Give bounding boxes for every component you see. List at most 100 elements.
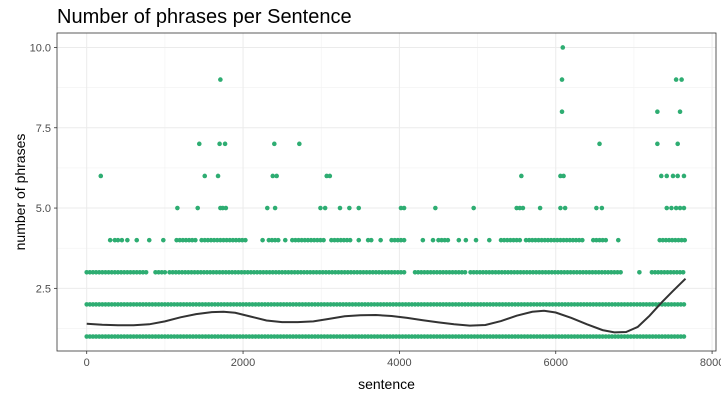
data-point (520, 205, 526, 211)
y-tick-label: 7.5 (36, 123, 51, 135)
data-point (681, 302, 687, 307)
data-point (143, 270, 149, 275)
data-point (675, 141, 680, 147)
data-point (637, 270, 642, 275)
data-point (327, 173, 333, 179)
data-point (517, 237, 523, 243)
data-point (196, 141, 202, 147)
data-point (655, 109, 660, 114)
data-point (681, 173, 687, 179)
y-axis-title: number of phrases (12, 134, 28, 251)
data-point (597, 141, 602, 147)
data-point (560, 45, 566, 50)
data-point (603, 237, 609, 243)
data-point (462, 270, 468, 275)
data-point (473, 237, 479, 243)
data-point (272, 205, 278, 211)
data-point (594, 205, 599, 211)
data-point (677, 109, 683, 114)
data-point (115, 237, 121, 243)
data-point (673, 77, 679, 82)
y-tick-label: 5.0 (36, 203, 51, 215)
data-point (680, 270, 686, 275)
data-point (282, 237, 288, 243)
data-point (655, 141, 660, 147)
data-point (559, 109, 565, 114)
data-point (519, 173, 524, 179)
x-tick-label: 2000 (231, 357, 255, 369)
data-point (658, 173, 664, 179)
data-point (618, 270, 623, 275)
data-point (599, 205, 605, 211)
y-tick-label: 10.0 (30, 42, 51, 54)
data-point (162, 270, 168, 275)
data-point (215, 173, 221, 179)
data-point (222, 141, 228, 147)
y-axis-ticks: 2.5 5.0 7.5 10.0 (30, 42, 57, 295)
data-point (456, 237, 462, 243)
data-point (356, 205, 362, 211)
data-points (84, 45, 688, 339)
x-tick-label: 8000 (700, 357, 721, 369)
data-point (559, 77, 565, 82)
data-point (175, 205, 180, 211)
x-tick-label: 6000 (544, 357, 568, 369)
data-point (318, 205, 323, 211)
grid-major-lines (57, 33, 716, 351)
data-point (337, 205, 343, 211)
data-point (433, 205, 438, 211)
x-axis-ticks: 0 2000 4000 6000 8000 (84, 351, 721, 369)
data-point (682, 237, 688, 243)
data-point (275, 237, 281, 243)
data-point (202, 173, 208, 179)
data-point (681, 205, 687, 211)
data-point (562, 205, 568, 211)
data-point (119, 237, 125, 243)
data-point (217, 141, 222, 147)
data-point (356, 237, 362, 243)
data-point (471, 205, 476, 211)
data-point (401, 237, 407, 243)
data-point (243, 237, 248, 243)
data-point (558, 205, 563, 211)
data-point (537, 205, 543, 211)
data-point (223, 205, 229, 211)
data-point (669, 205, 674, 211)
panel-border (56, 32, 717, 352)
data-point (664, 173, 670, 179)
data-point (107, 237, 113, 243)
data-point (274, 173, 279, 179)
smooth-trend-line (86, 277, 687, 334)
x-axis-title: sentence (358, 376, 415, 392)
data-point (580, 237, 585, 243)
data-point (260, 237, 265, 243)
data-point (322, 205, 328, 211)
chart-title: Number of phrases per Sentence (57, 6, 352, 28)
data-point (445, 237, 451, 243)
data-point (378, 237, 383, 243)
data-point (347, 237, 353, 243)
data-point (463, 237, 469, 243)
data-point (297, 141, 302, 147)
data-point (272, 141, 277, 147)
data-point (677, 205, 683, 211)
data-point (193, 237, 198, 243)
data-point (615, 237, 621, 243)
data-point (673, 205, 679, 211)
data-point (681, 334, 687, 339)
data-point (321, 237, 326, 243)
data-point (486, 237, 492, 243)
x-tick-label: 4000 (387, 357, 411, 369)
data-point (161, 237, 166, 243)
data-point (561, 173, 566, 179)
data-point (98, 173, 104, 179)
data-point (401, 205, 407, 211)
data-point (146, 237, 152, 243)
data-point (430, 237, 436, 243)
grid-minor-lines (57, 33, 716, 351)
data-point (679, 77, 684, 82)
data-point (368, 237, 374, 243)
x-tick-label: 0 (84, 357, 90, 369)
y-tick-label: 2.5 (36, 283, 51, 295)
